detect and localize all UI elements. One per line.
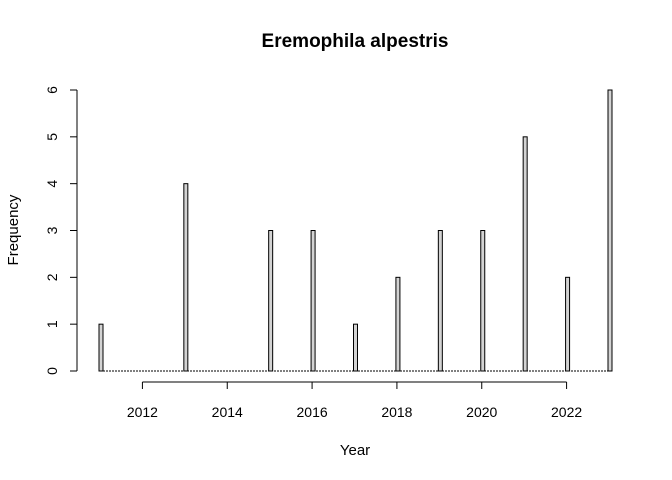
bars-group — [98, 89, 613, 372]
y-tick-label: 1 — [44, 320, 60, 328]
y-tick-label: 4 — [44, 180, 60, 188]
y-tick-label: 3 — [44, 226, 60, 234]
histogram-bar — [437, 230, 443, 372]
histogram-bar — [98, 323, 104, 372]
histogram-bar — [607, 89, 613, 372]
chart-title: Eremophila alpestris — [262, 31, 449, 52]
x-tick-label: 2022 — [551, 404, 582, 420]
histogram-bar — [565, 276, 571, 372]
x-axis: 2012 2014 2016 2018 2020 2022 — [127, 381, 582, 420]
histogram-bar — [480, 230, 486, 372]
y-axis: 0 1 2 3 4 5 6 — [44, 86, 78, 375]
histogram-bar — [395, 276, 401, 372]
x-tick-label: 2018 — [381, 404, 412, 420]
x-axis-label: Year — [340, 442, 370, 459]
histogram-bar — [310, 230, 316, 372]
x-tick-label: 2016 — [297, 404, 328, 420]
histogram-bar — [522, 136, 528, 372]
histogram-bar — [183, 183, 189, 372]
histogram-bar — [268, 230, 274, 372]
y-axis-label: Frequency — [5, 194, 22, 265]
y-tick-label: 5 — [44, 133, 60, 141]
y-tick-label: 2 — [44, 273, 60, 281]
x-tick-label: 2014 — [212, 404, 243, 420]
x-tick-label: 2020 — [466, 404, 497, 420]
y-tick-label: 0 — [44, 367, 60, 375]
histogram-bar — [353, 323, 358, 372]
x-tick-label: 2012 — [127, 404, 158, 420]
y-tick-label: 6 — [44, 86, 60, 94]
